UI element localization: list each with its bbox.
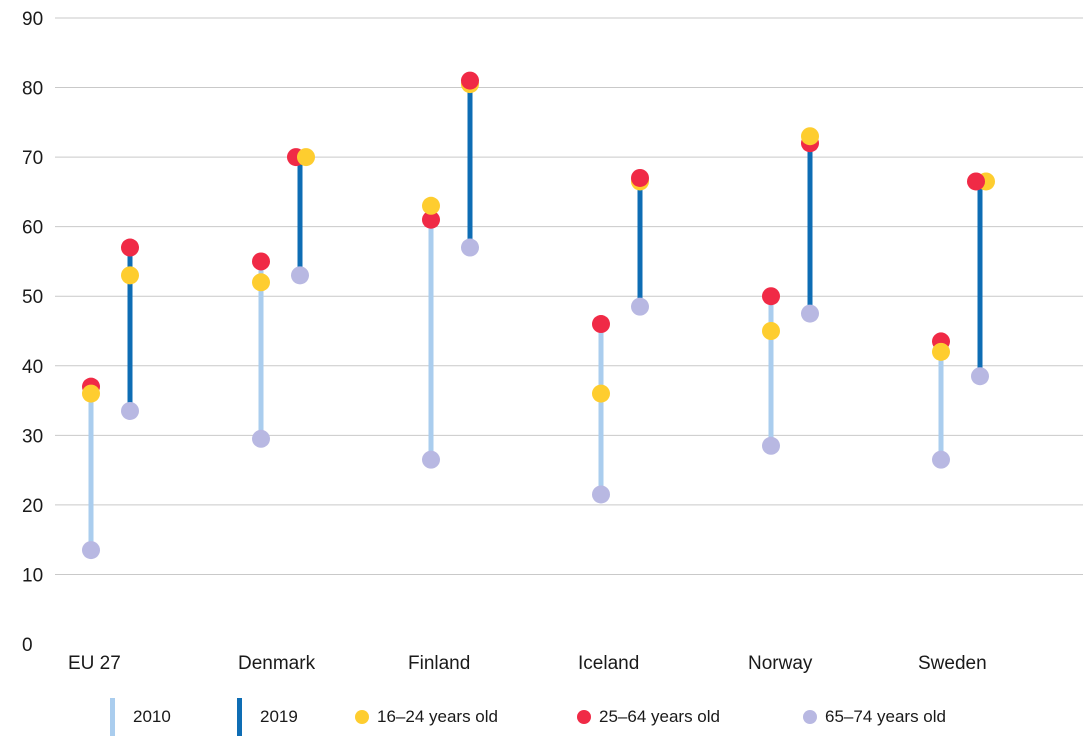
y-tick-label-40: 40 — [22, 357, 43, 378]
legend-dot-25-64 — [577, 710, 591, 724]
point-2010-0-5 — [932, 342, 950, 361]
legend-swatch-2019 — [237, 698, 242, 736]
point-2010-0-1 — [252, 273, 270, 292]
legend-item-16-24: 16–24 years old — [355, 698, 498, 736]
legend-item-25-64: 25–64 years old — [577, 698, 720, 736]
range-lines — [88, 80, 983, 551]
legend-dot-16-24 — [355, 710, 369, 724]
point-2019-2-2 — [461, 238, 479, 257]
legend-label-16-24: 16–24 years old — [377, 707, 498, 726]
point-2010-1-1 — [252, 252, 270, 271]
y-tick-label-70: 70 — [22, 148, 43, 169]
point-2019-1-0 — [121, 238, 139, 257]
y-tick-label-10: 10 — [22, 565, 43, 586]
grid-lines — [55, 17, 1083, 575]
y-tick-label-80: 80 — [22, 79, 43, 100]
point-2019-1-2 — [461, 71, 479, 90]
x-tick-label-norway: Norway — [748, 653, 813, 674]
point-2010-0-0 — [82, 384, 100, 403]
legend-swatch-2010 — [110, 698, 115, 736]
legend-item-2019: 2019 — [237, 698, 298, 736]
point-2019-1-5 — [967, 172, 985, 191]
x-tick-label-sweden: Sweden — [918, 653, 987, 674]
point-2019-2-0 — [121, 401, 139, 420]
dumbbell-chart: 0 10 20 30 40 50 60 70 80 90 EU 27 Denmark Finland I… — [22, 9, 1083, 674]
point-2010-2-5 — [932, 450, 950, 469]
point-2019-1-3 — [631, 168, 649, 187]
point-2010-0-2 — [422, 196, 440, 215]
point-2019-0-0 — [121, 266, 139, 285]
legend-item-2010: 2010 — [110, 698, 171, 736]
point-2010-1-4 — [762, 287, 780, 306]
point-2010-0-3 — [592, 384, 610, 403]
x-axis-labels: EU 27 Denmark Finland Iceland Norway Sweden — [68, 653, 987, 674]
legend: 2010 2019 16–24 years old 25–64 years ol… — [0, 698, 1083, 736]
data-points — [82, 71, 995, 560]
point-2010-2-0 — [82, 541, 100, 560]
x-tick-label-iceland: Iceland — [578, 653, 639, 674]
legend-label-2010: 2010 — [133, 707, 171, 726]
legend-label-2019: 2019 — [260, 707, 298, 726]
legend-label-25-64: 25–64 years old — [599, 707, 720, 726]
point-2019-2-1 — [291, 266, 309, 285]
point-2019-0-4 — [801, 127, 819, 146]
point-2019-2-3 — [631, 297, 649, 316]
y-tick-label-90: 90 — [22, 9, 43, 30]
point-2019-2-5 — [971, 367, 989, 386]
point-2019-2-4 — [801, 304, 819, 323]
point-2010-2-4 — [762, 436, 780, 455]
x-tick-label-denmark: Denmark — [238, 653, 316, 674]
point-2010-2-2 — [422, 450, 440, 469]
point-2010-1-2 — [422, 210, 440, 229]
y-tick-label-0: 0 — [22, 635, 33, 656]
point-2010-0-4 — [762, 322, 780, 340]
point-2010-2-1 — [252, 429, 270, 448]
point-2019-0-1 — [297, 148, 315, 167]
y-tick-label-50: 50 — [22, 287, 43, 308]
legend-label-65-74: 65–74 years old — [825, 707, 946, 726]
legend-dot-65-74 — [803, 710, 817, 724]
y-tick-label-20: 20 — [22, 496, 43, 517]
x-tick-label-finland: Finland — [408, 653, 470, 674]
point-2010-2-3 — [592, 485, 610, 504]
x-tick-label-eu-27: EU 27 — [68, 653, 121, 674]
legend-item-65-74: 65–74 years old — [803, 698, 946, 736]
y-tick-label-30: 30 — [22, 426, 43, 447]
y-tick-label-60: 60 — [22, 218, 43, 239]
point-2010-1-3 — [592, 315, 610, 334]
y-axis-ticks: 0 10 20 30 40 50 60 70 80 90 — [22, 9, 43, 656]
